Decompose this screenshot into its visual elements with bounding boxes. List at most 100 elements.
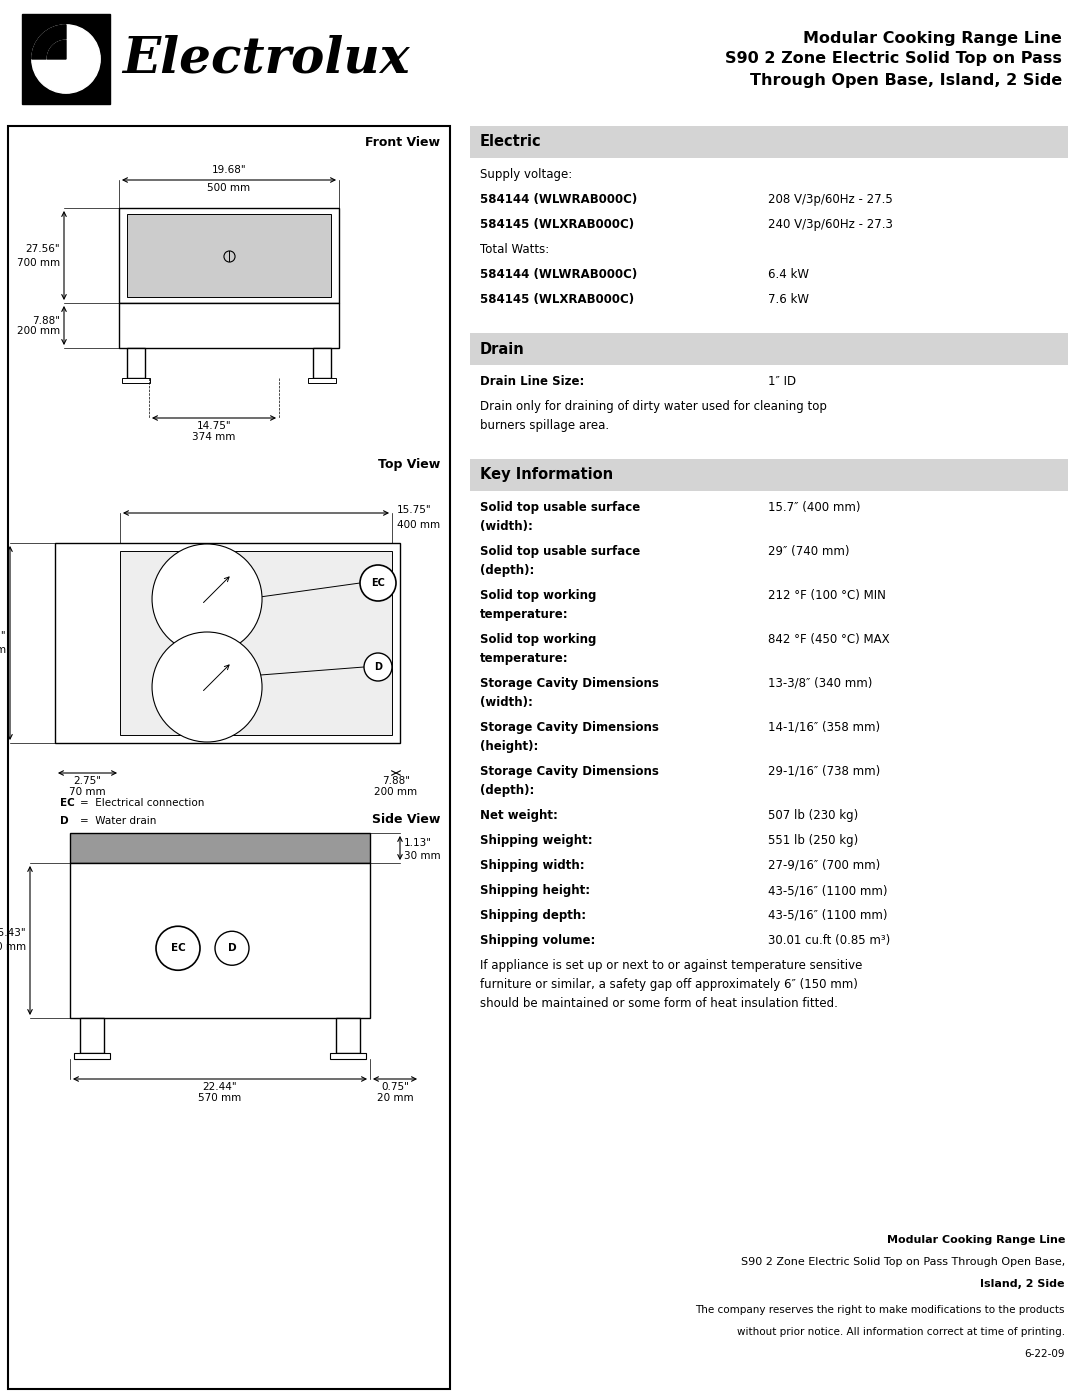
Bar (470, 460, 1068, 490)
Text: 14-1/16″ (358 mm): 14-1/16″ (358 mm) (768, 721, 880, 733)
Text: =  Electrical connection: = Electrical connection (80, 798, 204, 807)
Text: 29-1/16″ (738 mm): 29-1/16″ (738 mm) (768, 766, 880, 778)
Text: 6-22-09: 6-22-09 (1025, 1350, 1065, 1359)
Text: D: D (374, 662, 382, 672)
Text: should be maintained or some form of heat insulation fitted.: should be maintained or some form of hea… (480, 997, 838, 1010)
Text: Electric: Electric (480, 134, 542, 149)
Text: Modular Cooking Range Line
S90 2 Zone Electric Solid Top on Pass
Through Open Ba: Modular Cooking Range Line S90 2 Zone El… (725, 31, 1062, 88)
Text: 35.43": 35.43" (0, 929, 26, 939)
Wedge shape (48, 41, 66, 59)
Text: Front View: Front View (365, 136, 440, 149)
Bar (75, 1053, 110, 1059)
Bar (80, 1018, 104, 1053)
Text: Storage Cavity Dimensions: Storage Cavity Dimensions (480, 678, 659, 690)
Bar (127, 214, 330, 298)
Bar (55, 543, 400, 743)
Text: 584144 (WLWRAB000C): 584144 (WLWRAB000C) (480, 268, 637, 281)
Text: EC: EC (372, 578, 384, 588)
Circle shape (48, 41, 85, 78)
Text: 200 mm: 200 mm (17, 326, 60, 335)
Circle shape (152, 543, 262, 654)
Text: Side View: Side View (372, 813, 440, 826)
Text: Top View: Top View (378, 458, 440, 471)
Text: 14.75": 14.75" (197, 420, 231, 432)
Text: 400 mm: 400 mm (397, 520, 441, 529)
Text: Shipping width:: Shipping width: (480, 859, 584, 872)
Text: (depth):: (depth): (480, 784, 535, 798)
Circle shape (152, 631, 262, 742)
Text: 30.01 cu.ft (0.85 m³): 30.01 cu.ft (0.85 m³) (768, 935, 890, 947)
Text: 584145 (WLXRAB000C): 584145 (WLXRAB000C) (480, 293, 634, 306)
Bar (120, 550, 392, 735)
Text: 7.6 kW: 7.6 kW (768, 293, 809, 306)
Text: 584144 (WLWRAB000C): 584144 (WLWRAB000C) (480, 193, 637, 205)
Bar (119, 303, 339, 348)
Text: Shipping volume:: Shipping volume: (480, 935, 595, 947)
Text: Shipping depth:: Shipping depth: (480, 909, 586, 922)
Text: Drain Line Size:: Drain Line Size: (480, 374, 584, 388)
Text: 208 V/3p/60Hz - 27.5: 208 V/3p/60Hz - 27.5 (768, 193, 893, 205)
Text: 15.75": 15.75" (397, 504, 432, 515)
Text: 20 mm: 20 mm (377, 1092, 414, 1104)
Text: 43-5/16″ (1100 mm): 43-5/16″ (1100 mm) (768, 884, 888, 897)
Text: Drain: Drain (480, 341, 525, 356)
Text: 13-3/8″ (340 mm): 13-3/8″ (340 mm) (768, 678, 873, 690)
Text: 842 °F (450 °C) MAX: 842 °F (450 °C) MAX (768, 633, 890, 645)
Text: 30 mm: 30 mm (404, 851, 441, 861)
Text: =  Water drain: = Water drain (80, 816, 157, 826)
Text: (width):: (width): (480, 696, 532, 710)
Text: 700 mm: 700 mm (17, 257, 60, 267)
Text: The company reserves the right to make modifications to the products: The company reserves the right to make m… (696, 1305, 1065, 1315)
Text: Solid top usable surface: Solid top usable surface (480, 545, 640, 557)
Text: 35.43": 35.43" (0, 631, 6, 641)
Text: 7.88": 7.88" (382, 775, 410, 787)
Text: 1.13": 1.13" (404, 838, 432, 848)
Bar (127, 348, 145, 379)
Text: If appliance is set up or next to or against temperature sensitive: If appliance is set up or next to or aga… (480, 958, 862, 972)
Text: 0.75": 0.75" (381, 1083, 409, 1092)
Text: 507 lb (230 kg): 507 lb (230 kg) (768, 809, 859, 821)
Text: Shipping weight:: Shipping weight: (480, 834, 593, 847)
Circle shape (156, 926, 200, 971)
Text: Solid top usable surface: Solid top usable surface (480, 502, 640, 514)
Text: 19.68": 19.68" (212, 165, 246, 175)
Bar (336, 1018, 360, 1053)
Text: Storage Cavity Dimensions: Storage Cavity Dimensions (480, 766, 659, 778)
Text: Net weight:: Net weight: (480, 809, 558, 821)
Text: EC: EC (60, 798, 75, 807)
Text: (depth):: (depth): (480, 564, 535, 577)
Text: without prior notice. All information correct at time of printing.: without prior notice. All information co… (737, 1327, 1065, 1337)
Text: 1″ ID: 1″ ID (768, 374, 796, 388)
Text: Drain only for draining of dirty water used for cleaning top: Drain only for draining of dirty water u… (480, 400, 827, 414)
Text: 374 mm: 374 mm (192, 432, 235, 441)
Bar (313, 348, 330, 379)
Circle shape (31, 25, 100, 94)
Text: (width):: (width): (480, 520, 532, 534)
Text: 27.56": 27.56" (25, 243, 60, 253)
Text: Supply voltage:: Supply voltage: (480, 168, 572, 182)
Text: D: D (60, 816, 69, 826)
Text: 27-9/16″ (700 mm): 27-9/16″ (700 mm) (768, 859, 880, 872)
Circle shape (360, 564, 396, 601)
Text: 240 V/3p/60Hz - 27.3: 240 V/3p/60Hz - 27.3 (768, 218, 893, 231)
Text: S90 2 Zone Electric Solid Top on Pass Through Open Base,: S90 2 Zone Electric Solid Top on Pass Th… (741, 1257, 1065, 1267)
Bar (330, 1053, 366, 1059)
Text: EC: EC (171, 943, 186, 953)
Bar (70, 833, 370, 863)
Text: 22.44": 22.44" (203, 1083, 238, 1092)
Bar (308, 379, 336, 383)
Text: temperature:: temperature: (480, 608, 569, 622)
Text: 2.75": 2.75" (73, 775, 102, 787)
Bar (70, 863, 370, 1018)
Bar (470, 126, 1068, 158)
Bar (119, 208, 339, 303)
Text: 200 mm: 200 mm (375, 787, 418, 798)
Text: 70 mm: 70 mm (69, 787, 106, 798)
Text: Total Watts:: Total Watts: (480, 243, 550, 256)
Text: 7.88": 7.88" (32, 316, 60, 326)
Circle shape (215, 932, 249, 965)
Text: Shipping height:: Shipping height: (480, 884, 590, 897)
Text: 212 °F (100 °C) MIN: 212 °F (100 °C) MIN (768, 590, 886, 602)
Text: 900 mm: 900 mm (0, 943, 26, 953)
Text: Solid top working: Solid top working (480, 633, 596, 645)
